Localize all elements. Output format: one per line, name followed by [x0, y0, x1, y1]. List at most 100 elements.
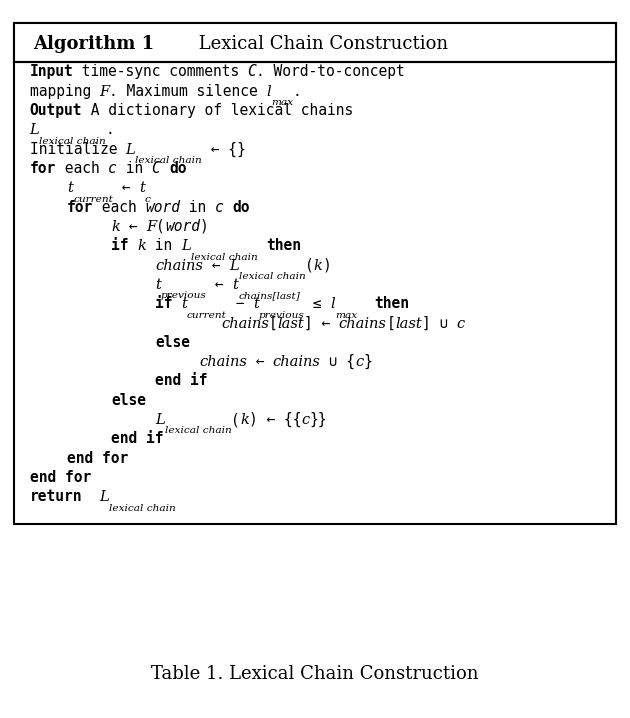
- Text: do: do: [232, 200, 250, 215]
- Text: −: −: [227, 297, 253, 311]
- Text: lexical chain: lexical chain: [39, 136, 106, 146]
- Text: end if: end if: [155, 373, 207, 388]
- Text: in: in: [146, 238, 181, 253]
- Text: chains: chains: [339, 317, 387, 330]
- Text: Initialize: Initialize: [30, 141, 126, 157]
- Text: chains: chains: [199, 355, 247, 369]
- Text: t: t: [253, 297, 259, 311]
- Text: time-sync comments: time-sync comments: [73, 65, 248, 80]
- Text: do: do: [169, 161, 186, 176]
- Text: }}: }}: [309, 412, 327, 427]
- Text: chains: chains: [221, 317, 269, 330]
- Text: lexical chain: lexical chain: [191, 253, 258, 261]
- Text: for: for: [67, 200, 93, 215]
- Text: Lexical Chain Construction: Lexical Chain Construction: [193, 35, 448, 53]
- Text: last: last: [395, 317, 422, 330]
- Text: .: .: [293, 84, 302, 99]
- Text: c: c: [301, 413, 309, 427]
- Text: end for: end for: [67, 451, 129, 466]
- Text: ) ← {{: ) ← {{: [249, 412, 301, 427]
- Text: C: C: [248, 65, 256, 80]
- Text: current: current: [73, 195, 113, 204]
- Text: t: t: [155, 278, 161, 292]
- Text: c: c: [145, 195, 151, 204]
- Text: ∪ {: ∪ {: [321, 354, 355, 369]
- Text: F: F: [100, 85, 110, 99]
- Text: Table 1. Lexical Chain Construction: Table 1. Lexical Chain Construction: [151, 665, 479, 683]
- Text: [: [: [268, 315, 277, 330]
- Text: k: k: [314, 258, 323, 273]
- Text: if: if: [111, 238, 129, 253]
- Text: (: (: [305, 258, 314, 273]
- Text: ←: ←: [203, 258, 229, 273]
- Text: previous: previous: [161, 292, 207, 300]
- Text: L: L: [155, 413, 165, 427]
- Text: current: current: [187, 310, 227, 320]
- Text: chains[last]: chains[last]: [238, 292, 301, 300]
- Text: word: word: [165, 219, 200, 234]
- Text: ] ∪: ] ∪: [421, 315, 457, 330]
- Text: k: k: [137, 239, 146, 253]
- Text: k: k: [240, 413, 249, 427]
- Text: . Maximum silence: . Maximum silence: [110, 84, 267, 99]
- Text: end for: end for: [30, 470, 91, 485]
- Text: ): ): [323, 258, 331, 273]
- Text: chains: chains: [155, 258, 203, 273]
- Text: t: t: [232, 278, 239, 292]
- Text: l: l: [266, 85, 271, 99]
- Text: A dictionary of lexical chains: A dictionary of lexical chains: [82, 103, 353, 118]
- Text: }: }: [364, 354, 372, 369]
- Text: else: else: [111, 393, 146, 408]
- Text: c: c: [355, 355, 364, 369]
- Text: in: in: [181, 200, 215, 215]
- Text: then: then: [374, 297, 410, 311]
- Text: ←: ←: [120, 219, 146, 234]
- Text: ←: ←: [246, 354, 273, 369]
- Text: end if: end if: [111, 432, 164, 447]
- Text: lexical chain: lexical chain: [239, 272, 306, 281]
- Text: F: F: [146, 220, 156, 234]
- Text: [: [: [386, 315, 395, 330]
- Text: L: L: [229, 258, 239, 273]
- FancyBboxPatch shape: [14, 23, 616, 62]
- Text: L: L: [30, 123, 39, 137]
- Text: c: c: [215, 200, 224, 215]
- Text: t: t: [67, 182, 73, 195]
- Text: (: (: [231, 412, 240, 427]
- Text: for: for: [30, 161, 56, 176]
- Text: k: k: [111, 220, 120, 234]
- Text: L: L: [100, 490, 109, 504]
- Text: ] ←: ] ←: [304, 315, 339, 330]
- Text: each: each: [93, 200, 146, 215]
- Text: .: .: [106, 123, 115, 137]
- Text: ←: ←: [113, 180, 139, 195]
- Text: Algorithm 1: Algorithm 1: [33, 35, 154, 53]
- Text: ←: ←: [207, 277, 232, 292]
- Text: L: L: [181, 239, 191, 253]
- Text: max: max: [335, 310, 357, 320]
- Text: word: word: [146, 200, 181, 215]
- Text: lexical chain: lexical chain: [165, 426, 231, 435]
- Text: else: else: [155, 335, 190, 350]
- Text: previous: previous: [259, 310, 304, 320]
- Text: Input: Input: [30, 65, 73, 80]
- Text: return: return: [30, 490, 82, 504]
- Text: c: c: [108, 161, 117, 176]
- Text: if: if: [155, 297, 173, 311]
- Text: chains: chains: [273, 355, 321, 369]
- Text: l: l: [330, 297, 335, 311]
- Text: in: in: [117, 161, 152, 176]
- Text: . Word-to-concept: . Word-to-concept: [256, 65, 405, 80]
- Text: c: c: [457, 317, 465, 330]
- FancyBboxPatch shape: [14, 23, 616, 523]
- Text: lexical chain: lexical chain: [135, 156, 202, 165]
- Text: t: t: [181, 297, 187, 311]
- Text: then: then: [266, 238, 301, 253]
- Text: last: last: [277, 317, 304, 330]
- Text: mapping: mapping: [30, 84, 100, 99]
- Text: t: t: [139, 182, 145, 195]
- Text: lexical chain: lexical chain: [109, 503, 176, 513]
- Text: Output: Output: [30, 103, 82, 118]
- Text: L: L: [125, 143, 135, 157]
- Text: max: max: [271, 98, 293, 107]
